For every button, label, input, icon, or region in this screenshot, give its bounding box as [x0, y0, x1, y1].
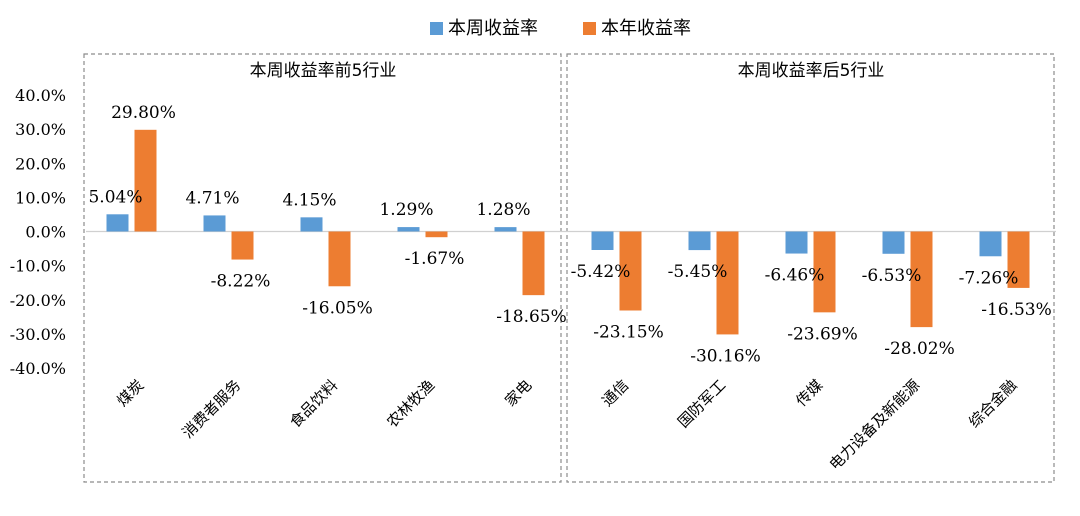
y-tick-label: -30.0%: [10, 325, 66, 344]
data-label-week-8: -6.53%: [862, 266, 922, 286]
bar-year-9: [1007, 231, 1030, 288]
bar-week-8: [882, 231, 905, 254]
panel-box-top5: [83, 53, 562, 483]
y-tick-label: 40.0%: [15, 86, 66, 105]
panel-title-bottom5: 本周收益率后5行业: [738, 61, 885, 81]
bar-week-7: [785, 231, 808, 254]
bar-year-6: [716, 231, 739, 335]
data-label-week-4: 1.28%: [476, 200, 530, 220]
bar-week-1: [203, 215, 226, 232]
category-label-4: 家电: [501, 376, 535, 410]
y-axis: 40.0% 30.0% 20.0% 10.0% 0.0% -10.0% -20.0% -30.…: [10, 86, 66, 378]
bar-year-5: [619, 231, 642, 311]
category-label-9: 综合金融: [965, 376, 1020, 431]
bar-year-0: [134, 129, 157, 232]
data-label-year-5: -23.15%: [593, 322, 664, 342]
data-label-year-8: -28.02%: [884, 339, 955, 359]
category-label-5: 通信: [598, 376, 632, 410]
y-tick-label: 10.0%: [15, 188, 66, 207]
panel-title-top5: 本周收益率前5行业: [250, 61, 397, 81]
legend-swatch-week: [430, 22, 443, 35]
y-tick-label: 0.0%: [25, 223, 66, 242]
category-label-6: 国防军工: [674, 376, 729, 431]
category-label-3: 农林牧渔: [383, 376, 438, 431]
data-label-week-2: 4.15%: [282, 190, 336, 210]
category-label-2: 食品饮料: [286, 376, 341, 431]
category-label-7: 传媒: [792, 376, 826, 410]
data-label-year-9: -16.53%: [981, 300, 1052, 320]
bars-group: [106, 129, 1030, 335]
y-tick-label: 20.0%: [15, 154, 66, 173]
data-label-week-1: 4.71%: [185, 188, 239, 208]
data-label-year-0: 29.80%: [111, 103, 176, 123]
chart-legend: 本周收益率 本年收益率: [430, 18, 691, 39]
bar-week-9: [979, 231, 1002, 257]
bar-week-3: [397, 227, 420, 232]
category-label-1: 消费者服务: [179, 376, 245, 442]
chart-panels: 本周收益率前5行业 本周收益率后5行业: [83, 53, 1055, 483]
legend-label-week: 本周收益率: [448, 18, 538, 39]
data-label-week-5: -5.42%: [571, 262, 631, 282]
data-label-year-4: -18.65%: [496, 307, 567, 327]
y-tick-label: -40.0%: [10, 359, 66, 378]
legend-swatch-year: [583, 22, 596, 35]
category-label-8: 电力设备及新能源: [826, 376, 924, 474]
data-label-week-6: -5.45%: [668, 262, 728, 282]
y-tick-label: -10.0%: [10, 257, 66, 276]
data-label-week-0: 5.04%: [88, 187, 142, 207]
bar-year-2: [328, 231, 351, 287]
y-tick-label: 30.0%: [15, 120, 66, 139]
data-label-year-2: -16.05%: [302, 298, 373, 318]
y-tick-label: -20.0%: [10, 291, 66, 310]
data-labels-group: 5.04% 29.80% 4.71% -8.22% 4.15% -16.05% 1.29% -…: [88, 103, 1051, 367]
bar-week-4: [494, 227, 517, 232]
bar-year-1: [231, 231, 254, 260]
bar-week-5: [591, 231, 614, 250]
data-label-week-7: -6.46%: [765, 266, 825, 286]
data-label-week-9: -7.26%: [959, 268, 1019, 288]
bar-year-3: [425, 231, 448, 238]
bar-year-7: [813, 231, 836, 313]
bar-week-0: [106, 214, 129, 232]
data-label-week-3: 1.29%: [379, 200, 433, 220]
data-label-year-7: -23.69%: [787, 324, 858, 344]
bar-week-6: [688, 231, 711, 251]
panel-box-bottom5: [566, 53, 1055, 483]
bar-week-2: [300, 217, 323, 232]
data-label-year-6: -30.16%: [690, 346, 761, 366]
bar-year-8: [910, 231, 933, 328]
category-label-0: 煤炭: [113, 376, 147, 410]
data-label-year-1: -8.22%: [211, 272, 271, 292]
bar-year-4: [522, 231, 545, 296]
legend-label-year: 本年收益率: [601, 18, 691, 39]
data-label-year-3: -1.67%: [405, 249, 465, 269]
